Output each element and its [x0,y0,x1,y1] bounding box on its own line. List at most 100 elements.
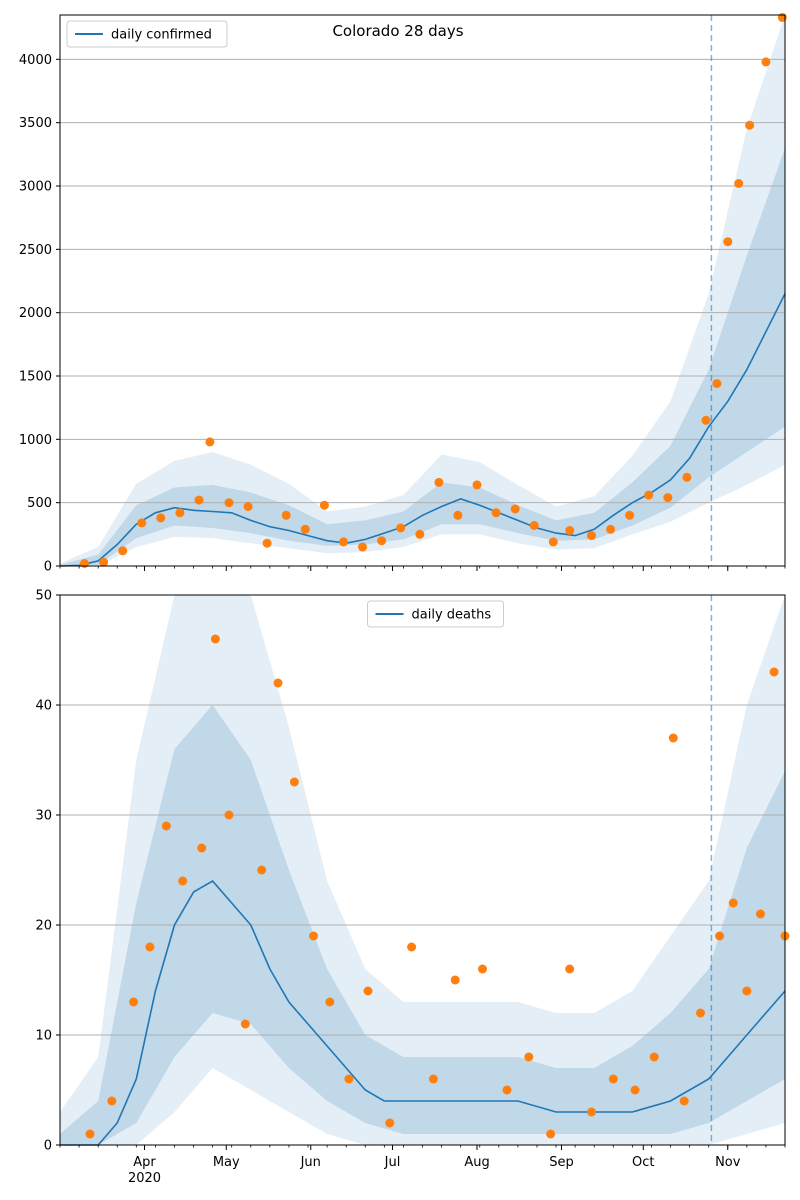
data-point [428,1074,438,1084]
deaths-chart: 0 10 20 30 40 50 Apr May Jun Jul Aug Sep Oct Nov 202… [35,589,790,1186]
data-point [529,521,539,530]
legend-label-daily-confirmed: daily confirmed [111,28,212,43]
legend-label-daily-deaths: daily deaths [412,608,492,623]
data-point [756,909,765,919]
data-point [363,986,373,996]
x-tick-label: Jun [300,1155,321,1170]
data-point [80,559,89,568]
x-tick-label: Jul [384,1155,401,1170]
confirmed-legend: daily confirmed [66,20,228,48]
data-point [243,502,253,511]
y-tick-label: 50 [35,589,52,604]
data-point [450,975,460,985]
data-point [649,1052,659,1062]
data-point [415,529,425,539]
data-point [396,523,406,533]
y-tick-label: 1500 [19,370,52,385]
data-point [668,733,678,743]
data-point [663,493,673,503]
data-point [145,942,155,952]
data-point [118,546,128,556]
data-point [734,179,744,188]
x-tick-label: May [213,1155,240,1170]
data-point [161,821,171,831]
legend-box [66,20,228,48]
data-point [240,1019,250,1029]
data-point [679,1096,689,1106]
data-point [319,500,329,510]
y-tick-label: 4000 [19,53,52,68]
data-point [434,477,444,487]
data-point [712,379,722,389]
y-tick-label: 0 [44,1139,52,1154]
data-point [742,986,752,996]
data-point [524,1052,534,1062]
data-point [281,510,291,520]
y-tick-label: 2000 [19,306,52,321]
data-point [175,508,185,518]
deaths-x-ticks: Apr May Jun Jul Aug Sep Oct Nov [59,1145,786,1170]
y-tick-label: 10 [35,1029,52,1044]
x-tick-label: Sep [549,1155,574,1170]
data-point [289,777,299,787]
data-point [224,810,234,820]
data-point [745,120,755,130]
data-point [608,1074,618,1084]
data-point [407,942,417,952]
data-point [210,634,220,644]
confirmed-y-ticks: 0 500 1000 1500 2000 2500 3000 3500 4000 [19,53,60,575]
data-point [197,843,207,853]
data-point [156,513,166,523]
y-tick-label: 3500 [19,116,52,131]
data-point [565,964,575,974]
data-point [546,1129,556,1139]
data-point [769,667,779,677]
uncertainty-band-1 [60,15,785,566]
data-point [137,518,147,528]
data-point [587,531,596,541]
uncertainty-band-1 [60,595,785,1145]
data-point [472,480,482,490]
confirmed-x-ticks [59,566,786,571]
chart-title: Colorado 28 days [332,22,463,40]
confirmed-points [80,13,787,568]
y-tick-label: 2500 [19,243,52,258]
data-point [300,524,310,534]
year-label: 2020 [128,1171,161,1186]
data-point [723,237,733,247]
data-point [385,1118,395,1128]
data-point [309,931,318,941]
data-point [262,538,272,548]
data-point [377,536,387,546]
data-point [565,526,575,535]
deaths-y-ticks: 0 10 20 30 40 50 [35,589,60,1154]
y-tick-label: 40 [35,699,52,714]
x-tick-label: Nov [715,1155,741,1170]
y-tick-label: 20 [35,919,52,934]
data-point [715,931,725,941]
deaths-legend: daily deaths [367,600,504,628]
data-point [358,542,367,552]
data-point [453,510,463,520]
data-point [682,472,692,482]
data-point [630,1085,640,1095]
daily-deaths-line [60,879,786,1146]
data-point [273,678,283,688]
data-point [510,504,520,514]
data-point [194,495,204,505]
data-point [478,964,487,974]
data-point [606,524,616,534]
confirmed-chart: 0 500 1000 1500 2000 2500 3000 3500 4000 Colorad… [19,13,787,575]
y-tick-label: 3000 [19,180,52,195]
x-tick-label: Aug [464,1155,489,1170]
y-tick-label: 30 [35,809,52,824]
data-point [344,1074,354,1084]
data-point [99,557,109,567]
x-tick-label: Oct [632,1155,654,1170]
data-point [502,1085,512,1095]
data-point [728,898,738,908]
data-point [761,57,771,67]
data-point [205,437,215,447]
confirmed-uncertainty-bands [60,15,785,566]
